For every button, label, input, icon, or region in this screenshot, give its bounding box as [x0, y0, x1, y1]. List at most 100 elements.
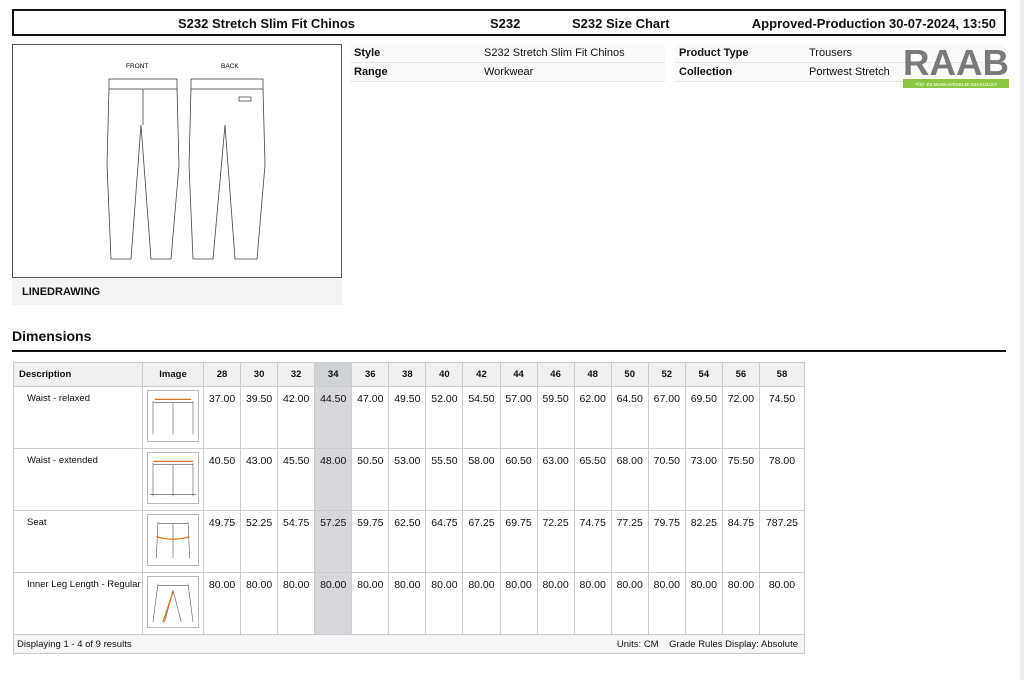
col-size[interactable]: 38: [388, 362, 427, 387]
col-size[interactable]: 50: [610, 362, 649, 387]
table-row: Waist - relaxed 37.00 39.50 42.00 44.50 47.00…: [13, 386, 806, 449]
cell-value: 80.00: [462, 572, 501, 635]
grade-rules: Grade Rules Display: Absolute: [669, 638, 798, 650]
cell-value: 43.00: [240, 448, 279, 511]
cell-value: 48.00: [314, 448, 353, 511]
cell-value: 49.50: [388, 386, 427, 449]
collection-value: Portwest Stretch: [809, 66, 890, 78]
measurement-diagram-icon: [147, 576, 199, 628]
header-code: S232: [490, 16, 521, 31]
cell-value: 58.00: [462, 448, 501, 511]
cell-value: 77.25: [610, 510, 649, 573]
info-right: Product Type Trousers Collection Portwest …: [675, 44, 1005, 82]
cell-value: 78.00: [758, 448, 806, 511]
cell-value: 80.00: [573, 572, 612, 635]
cell-value: 49.75: [202, 510, 242, 573]
cell-value: 80.00: [388, 572, 427, 635]
header-bar: S232 Stretch Slim Fit Chinos S232 S232 S…: [12, 9, 1006, 36]
col-size[interactable]: 36: [351, 362, 390, 387]
cell-value: 52.25: [240, 510, 279, 573]
type-value: Trousers: [809, 47, 852, 59]
table-row: Waist - extended 40.50 43.00 45.50 48.00 50.5…: [13, 448, 806, 511]
front-label: FRONT: [126, 63, 148, 70]
col-size[interactable]: 58: [758, 362, 806, 387]
row-description: Waist - extended: [13, 448, 143, 511]
cell-value: 65.50: [573, 448, 612, 511]
cell-value: 57.00: [499, 386, 538, 449]
cell-value: 37.00: [202, 386, 242, 449]
col-size[interactable]: 32: [277, 362, 316, 387]
collection-label: Collection: [679, 66, 733, 78]
cell-value: 44.50: [314, 386, 353, 449]
cell-value: 64.50: [610, 386, 649, 449]
col-size[interactable]: 52: [647, 362, 686, 387]
cell-value: 54.50: [462, 386, 501, 449]
cell-value: 80.00: [202, 572, 242, 635]
cell-value: 40.50: [202, 448, 242, 511]
cell-value: 50.50: [351, 448, 390, 511]
cell-value: 53.00: [388, 448, 427, 511]
measurement-diagram-icon: [147, 452, 199, 504]
cell-value: 74.50: [758, 386, 806, 449]
col-size[interactable]: 28: [202, 362, 242, 387]
col-description[interactable]: Description: [13, 362, 143, 387]
cell-value: 73.00: [684, 448, 723, 511]
cell-value: 75.50: [721, 448, 760, 511]
header-status: Approved-Production 30-07-2024, 13:50: [751, 16, 996, 31]
cell-value: 82.25: [684, 510, 723, 573]
cell-value: 80.00: [647, 572, 686, 635]
cell-value: 67.25: [462, 510, 501, 573]
cell-value: 39.50: [240, 386, 279, 449]
cell-value: 80.00: [425, 572, 464, 635]
col-size[interactable]: 48: [573, 362, 612, 387]
trousers-drawing-icon: FRONT BACK: [106, 63, 266, 260]
measurement-image: [142, 510, 204, 573]
cell-value: 57.25: [314, 510, 353, 573]
cell-value: 69.50: [684, 386, 723, 449]
col-image[interactable]: Image: [142, 362, 204, 387]
cell-value: 55.50: [425, 448, 464, 511]
col-size[interactable]: 44: [499, 362, 538, 387]
cell-value: 45.50: [277, 448, 316, 511]
measurement-image: [142, 386, 204, 449]
cell-value: 67.00: [647, 386, 686, 449]
col-size[interactable]: 54: [684, 362, 723, 387]
cell-value: 72.25: [536, 510, 575, 573]
col-size[interactable]: 46: [536, 362, 575, 387]
results-count: Displaying 1 - 4 of 9 results: [17, 638, 132, 650]
cell-value: 62.50: [388, 510, 427, 573]
cell-value: 80.00: [721, 572, 760, 635]
measurement-image: [142, 448, 204, 511]
type-label: Product Type: [679, 47, 749, 59]
col-size[interactable]: 56: [721, 362, 760, 387]
scrollbar[interactable]: [1020, 0, 1024, 680]
line-drawing: FRONT BACK: [12, 44, 342, 278]
col-size[interactable]: 42: [462, 362, 501, 387]
cell-value: 69.75: [499, 510, 538, 573]
cell-value: 80.00: [277, 572, 316, 635]
cell-value: 42.00: [277, 386, 316, 449]
cell-value: 80.00: [610, 572, 649, 635]
range-label: Range: [354, 66, 388, 78]
drawing-caption: LINEDRAWING: [12, 278, 342, 305]
divider: [12, 350, 1006, 352]
cell-value: 80.00: [758, 572, 806, 635]
cell-value: 59.50: [536, 386, 575, 449]
table-row: Inner Leg Length - Regular 80.00 80.00 80.0…: [13, 572, 806, 635]
range-value: Workwear: [484, 66, 534, 78]
style-value: S232 Stretch Slim Fit Chinos: [484, 47, 625, 59]
svg-text:RAAB: RAAB: [903, 44, 1009, 83]
cell-value: 72.00: [721, 386, 760, 449]
col-size[interactable]: 30: [240, 362, 279, 387]
cell-value: 59.75: [351, 510, 390, 573]
back-label: BACK: [221, 63, 239, 70]
dimensions-title: Dimensions: [12, 328, 92, 344]
cell-value: 68.00: [610, 448, 649, 511]
col-size[interactable]: 34: [314, 362, 353, 387]
units: Units: CM: [616, 638, 659, 650]
col-size[interactable]: 40: [425, 362, 464, 387]
cell-value: 60.50: [499, 448, 538, 511]
row-description: Inner Leg Length - Regular: [13, 572, 143, 635]
cell-value: 80.00: [536, 572, 575, 635]
cell-value: 787.25: [758, 510, 806, 573]
